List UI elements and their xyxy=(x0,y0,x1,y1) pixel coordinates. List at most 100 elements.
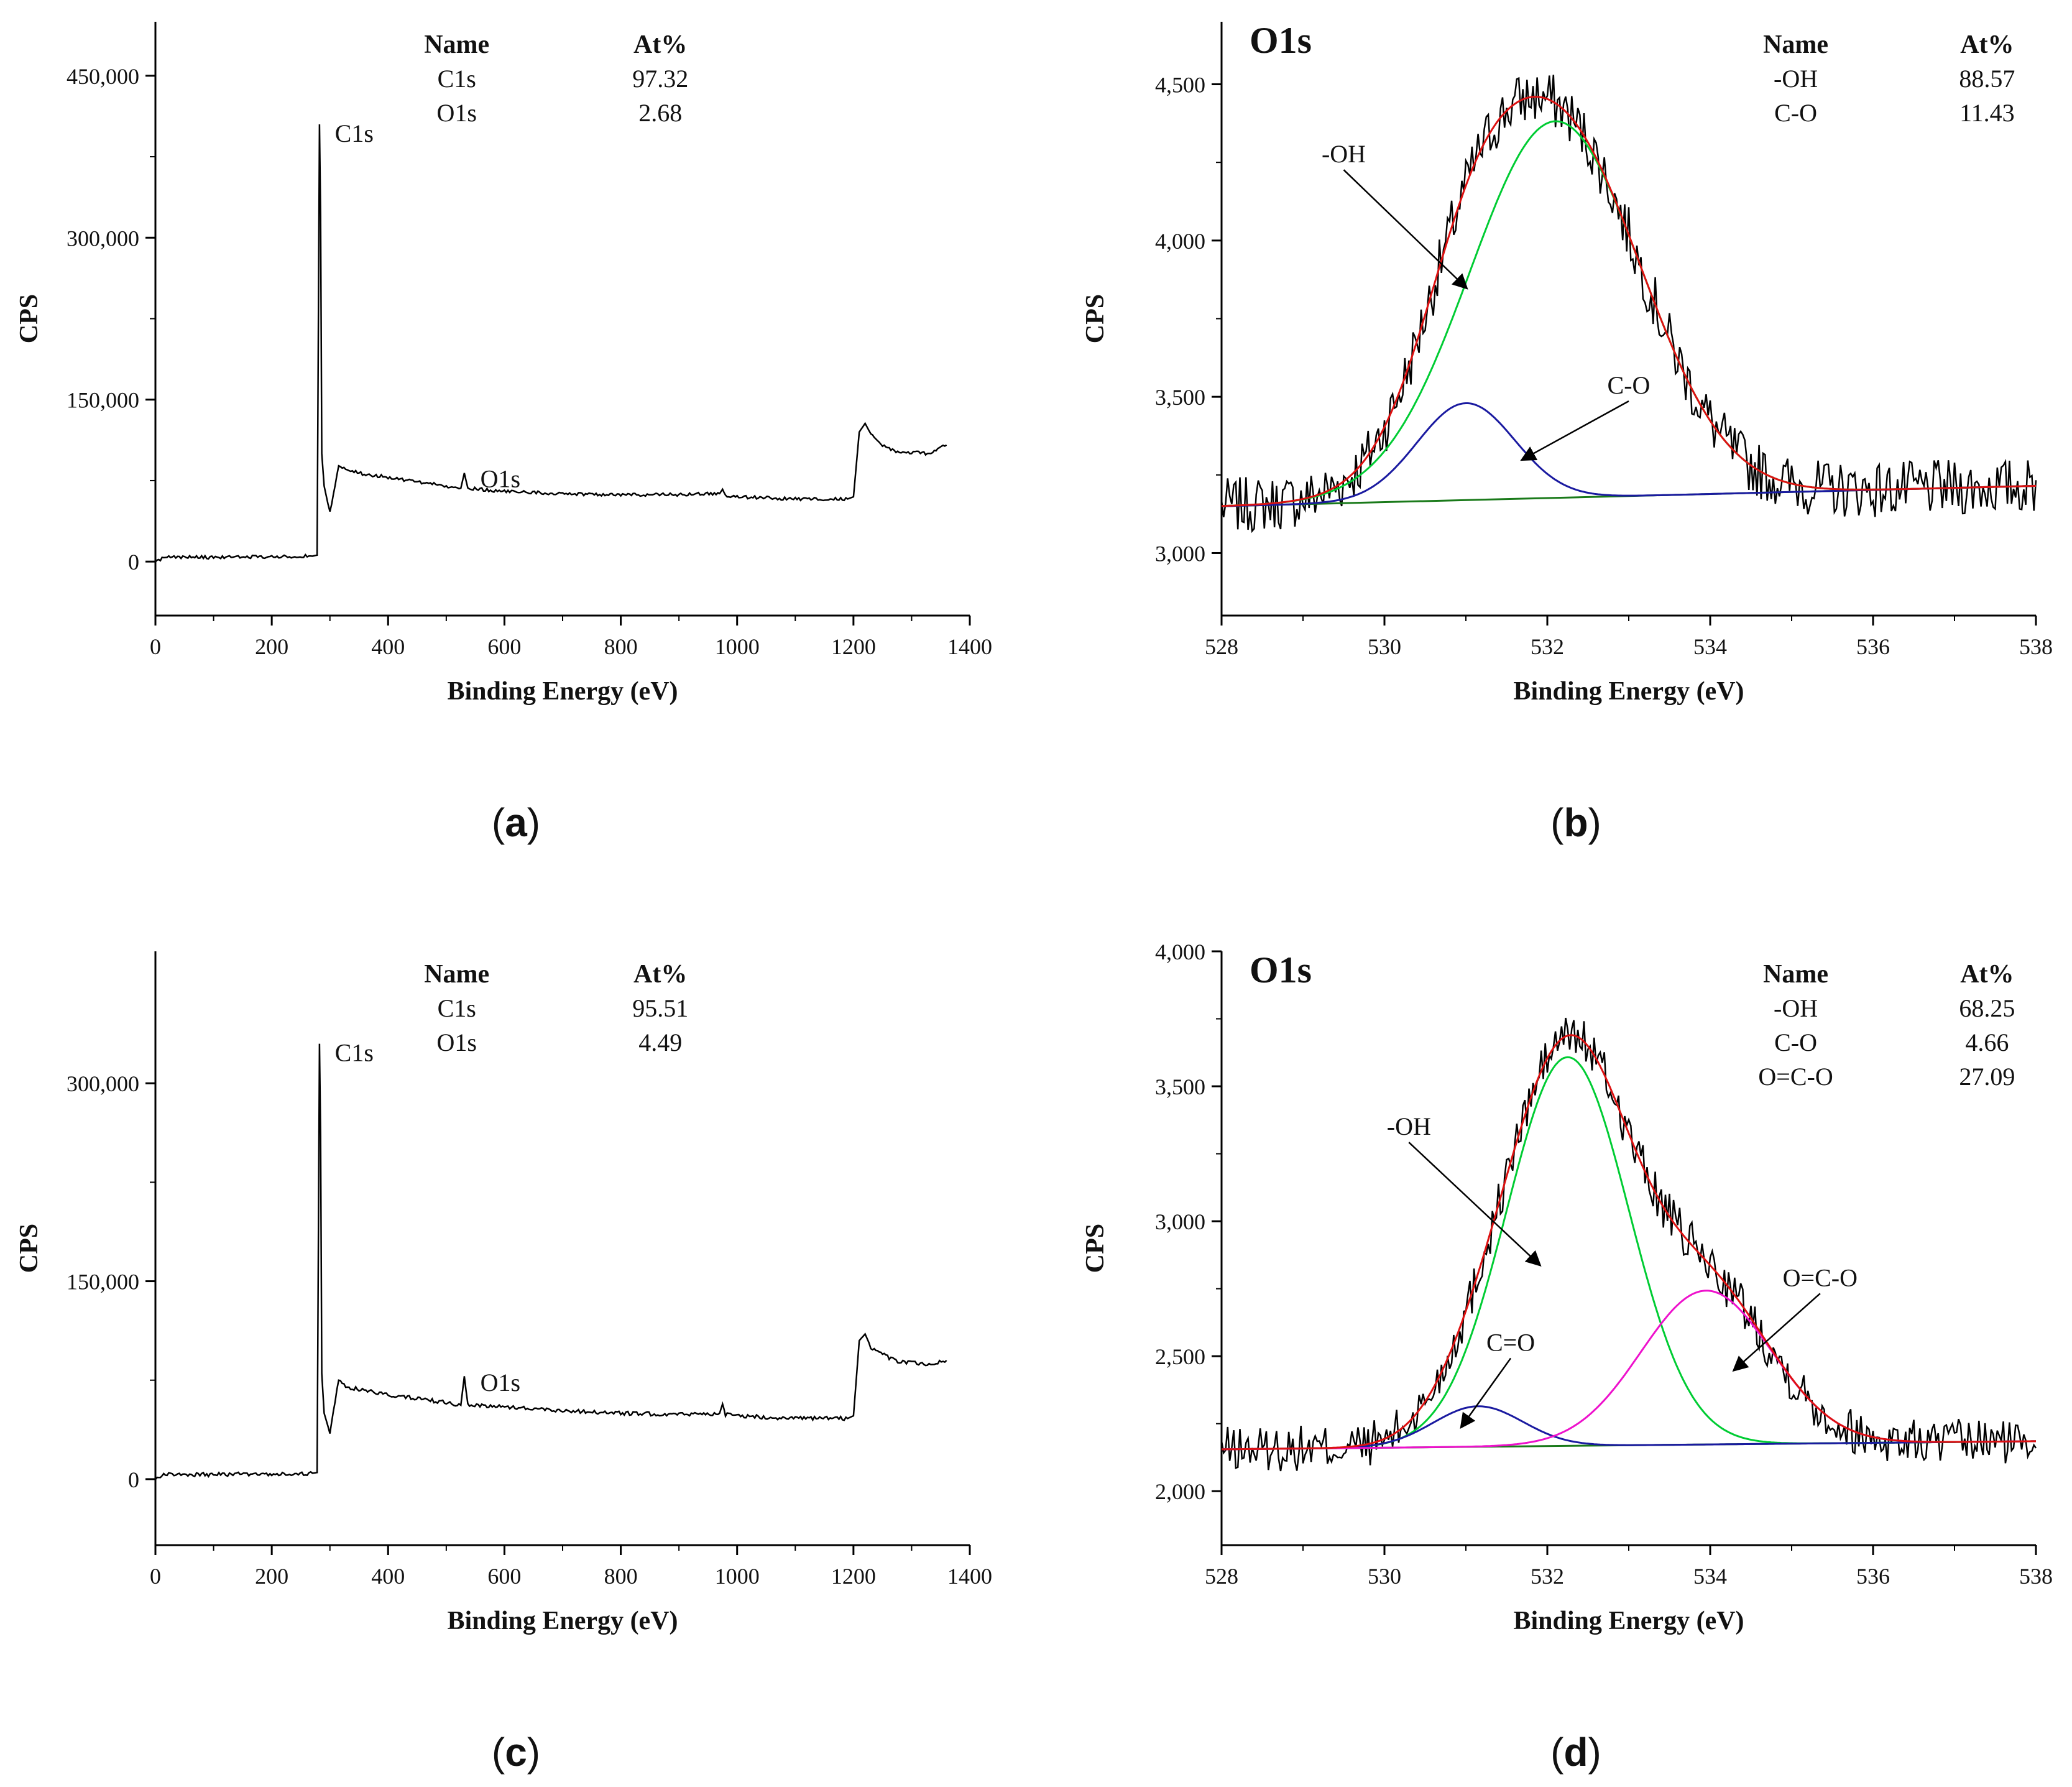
panel-b-o1s-spectrum: 528 530 532 534 536 538 3,000 3,500 4,000 4,500 Bi… xyxy=(1081,20,2053,706)
y-tick-label: 150,000 xyxy=(67,1270,139,1295)
panel-title: O1s xyxy=(1250,20,1312,61)
table-cell-value: 4.66 xyxy=(1965,1028,2009,1056)
x-axis-label: Binding Energy (eV) xyxy=(447,677,678,706)
x-tick-label: 200 xyxy=(255,634,288,659)
table-cell-name: O1s xyxy=(436,1028,476,1056)
x-axis-label: Binding Energy (eV) xyxy=(1513,1607,1744,1635)
y-tick-label: 3,500 xyxy=(1155,385,1205,410)
x-tick-label: 538 xyxy=(2019,1564,2053,1589)
x-tick-label: 600 xyxy=(487,1564,521,1589)
x-tick-label: 400 xyxy=(371,1564,405,1589)
y-tick-label: 2,500 xyxy=(1155,1344,1205,1369)
table-cell-name: O1s xyxy=(436,99,476,127)
table-cell-name: C1s xyxy=(438,65,476,93)
y-tick-label: 2,000 xyxy=(1155,1479,1205,1504)
table-cell-name: C1s xyxy=(438,994,476,1022)
y-axis-label: CPS xyxy=(15,294,44,343)
peak-label: O1s xyxy=(481,1369,520,1397)
envelope-fit-curve xyxy=(1222,1034,2036,1451)
component-label: C=O xyxy=(1486,1328,1535,1356)
x-tick-label: 532 xyxy=(1531,634,1564,659)
x-tick-label: 528 xyxy=(1205,1564,1238,1589)
table-cell-value: 11.43 xyxy=(1959,99,2015,127)
x-tick-label: 528 xyxy=(1205,634,1238,659)
x-tick-label: 532 xyxy=(1531,1564,1564,1589)
raw-data-line xyxy=(1220,1017,2037,1472)
table-cell-value: 97.32 xyxy=(632,65,688,93)
x-tick-label: 600 xyxy=(487,634,521,659)
table-cell-value: 68.25 xyxy=(1959,994,2015,1022)
panel-a-survey-spectrum: 0 200 400 600 800 1000 1200 1400 0 150,000 300,000… xyxy=(15,22,992,706)
y-tick-label: 4,000 xyxy=(1155,940,1205,964)
x-tick-label: 800 xyxy=(604,1564,638,1589)
y-axis-label: CPS xyxy=(1081,294,1110,343)
envelope-fit-curve xyxy=(1221,96,2037,507)
y-tick-label: 0 xyxy=(128,1467,139,1492)
x-tick-label: 534 xyxy=(1693,1564,1727,1589)
caption-b: (b) xyxy=(1550,800,1601,845)
y-tick-label: 150,000 xyxy=(67,388,139,413)
x-tick-label: 1200 xyxy=(831,1564,876,1589)
x-tick-label: 800 xyxy=(604,634,638,659)
raw-data-line xyxy=(1220,75,2037,533)
x-tick-label: 1400 xyxy=(947,1564,992,1589)
x-tick-label: 534 xyxy=(1693,634,1727,659)
caption-a: (a) xyxy=(492,800,540,845)
y-tick-label: 450,000 xyxy=(67,64,139,89)
x-tick-label: 1000 xyxy=(715,634,760,659)
x-tick-label: 400 xyxy=(371,634,405,659)
table-cell-name: -OH xyxy=(1774,994,1818,1022)
y-tick-label: 4,500 xyxy=(1155,73,1205,98)
component-arrow xyxy=(1343,169,1468,290)
caption-c: (c) xyxy=(492,1730,540,1775)
x-axis-label: Binding Energy (eV) xyxy=(1513,677,1744,706)
survey-spectrum-line xyxy=(155,1043,947,1480)
table-cell-value: 27.09 xyxy=(1959,1063,2015,1091)
component-arrow xyxy=(1520,400,1629,461)
table-header-at-percent: At% xyxy=(1960,30,2014,59)
table-cell-name: C-O xyxy=(1774,99,1817,127)
table-cell-name: O=C-O xyxy=(1758,1063,1833,1091)
table-header-at-percent: At% xyxy=(633,30,687,59)
table-header-name: Name xyxy=(424,960,489,989)
table-cell-value: 95.51 xyxy=(632,994,688,1022)
component-arrow xyxy=(1460,1357,1512,1429)
table-header-at-percent: At% xyxy=(633,960,687,989)
component-label: C-O xyxy=(1608,371,1651,399)
panel-d-o1s-spectrum: 528 530 532 534 536 538 2,000 2,500 3,000 3,500 4,… xyxy=(1081,940,2053,1635)
table-header-at-percent: At% xyxy=(1960,960,2014,989)
x-tick-label: 536 xyxy=(1856,634,1890,659)
component-arrow xyxy=(1408,1142,1542,1267)
x-tick-label: 536 xyxy=(1856,1564,1890,1589)
x-tick-label: 530 xyxy=(1368,634,1401,659)
x-tick-label: 0 xyxy=(150,634,161,659)
component-label: -OH xyxy=(1387,1112,1431,1140)
peak-label: O1s xyxy=(481,465,520,493)
table-header-name: Name xyxy=(1763,960,1828,989)
y-axis-label: CPS xyxy=(1081,1224,1110,1273)
x-tick-label: 1200 xyxy=(831,634,876,659)
y-tick-label: 3,000 xyxy=(1155,1209,1205,1234)
x-tick-label: 538 xyxy=(2019,634,2053,659)
component-curve-co xyxy=(1222,1405,2036,1451)
table-cell-value: 2.68 xyxy=(638,99,682,127)
component-label: O=C-O xyxy=(1783,1263,1858,1291)
table-cell-name: C-O xyxy=(1774,1028,1817,1056)
y-tick-label: 300,000 xyxy=(67,1071,139,1096)
y-tick-label: 3,500 xyxy=(1155,1074,1205,1099)
x-tick-label: 1400 xyxy=(947,634,992,659)
peak-label: C1s xyxy=(335,1039,374,1067)
survey-spectrum-line xyxy=(155,124,947,563)
panel-title: O1s xyxy=(1250,949,1312,990)
y-tick-label: 300,000 xyxy=(67,226,139,251)
x-tick-label: 1000 xyxy=(715,1564,760,1589)
y-tick-label: 3,000 xyxy=(1155,541,1205,566)
panel-c-survey-spectrum: 0 200 400 600 800 1000 1200 1400 0 150,000 300,000… xyxy=(15,951,992,1635)
y-tick-label: 0 xyxy=(128,550,139,575)
table-header-name: Name xyxy=(424,30,489,59)
y-tick-label: 4,000 xyxy=(1155,229,1205,254)
peak-label: C1s xyxy=(335,119,374,147)
table-cell-value: 88.57 xyxy=(1959,65,2015,93)
